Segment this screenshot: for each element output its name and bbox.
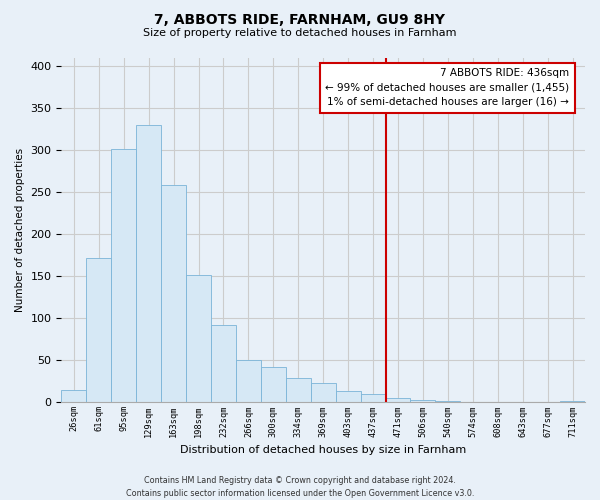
Bar xyxy=(111,149,136,403)
Bar xyxy=(361,394,386,402)
X-axis label: Distribution of detached houses by size in Farnham: Distribution of detached houses by size … xyxy=(180,445,466,455)
Bar xyxy=(61,390,86,402)
Text: Contains HM Land Registry data © Crown copyright and database right 2024.
Contai: Contains HM Land Registry data © Crown c… xyxy=(126,476,474,498)
Bar xyxy=(410,400,436,402)
Bar xyxy=(136,125,161,402)
Bar xyxy=(236,360,261,403)
Bar xyxy=(560,400,585,402)
Bar xyxy=(311,383,335,402)
Bar xyxy=(386,398,410,402)
Y-axis label: Number of detached properties: Number of detached properties xyxy=(15,148,25,312)
Bar xyxy=(211,325,236,402)
Bar xyxy=(261,367,286,402)
Bar xyxy=(86,258,111,402)
Bar xyxy=(161,184,186,402)
Bar xyxy=(286,378,311,402)
Bar xyxy=(436,400,460,402)
Bar xyxy=(186,274,211,402)
Text: 7 ABBOTS RIDE: 436sqm
← 99% of detached houses are smaller (1,455)
1% of semi-de: 7 ABBOTS RIDE: 436sqm ← 99% of detached … xyxy=(325,68,569,108)
Text: Size of property relative to detached houses in Farnham: Size of property relative to detached ho… xyxy=(143,28,457,38)
Text: 7, ABBOTS RIDE, FARNHAM, GU9 8HY: 7, ABBOTS RIDE, FARNHAM, GU9 8HY xyxy=(155,12,445,26)
Bar xyxy=(335,392,361,402)
